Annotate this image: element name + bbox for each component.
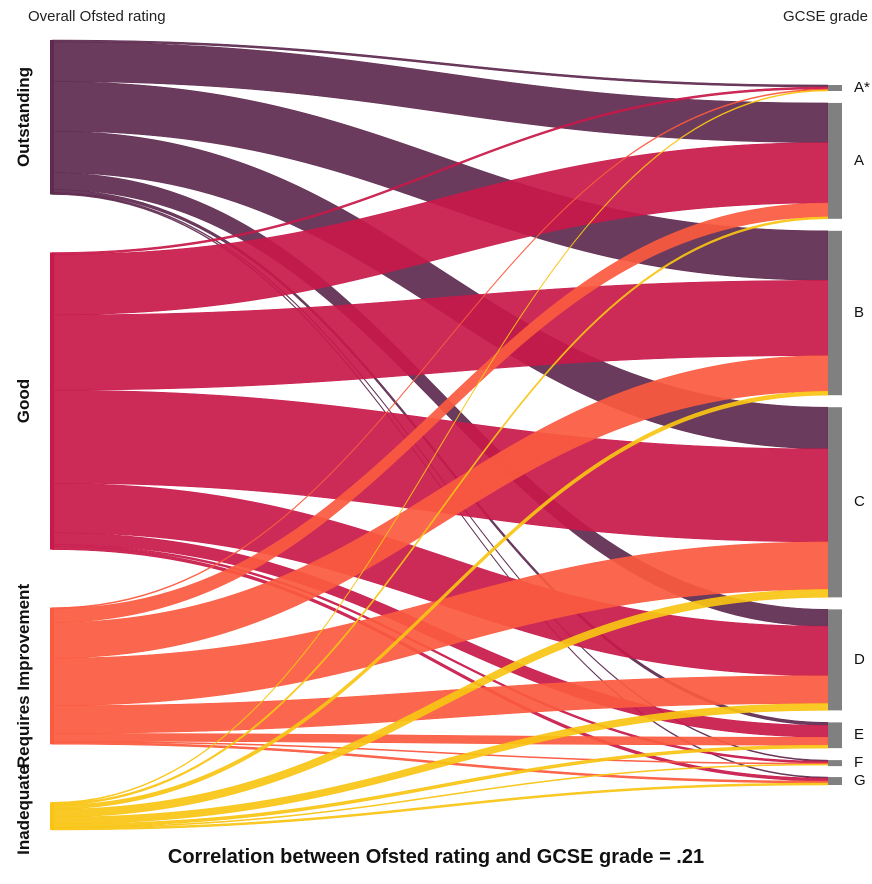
source-heading: Overall Ofsted rating [28,8,166,25]
target-node-d [828,609,842,711]
source-label-good: Good [14,378,33,424]
target-label-d: D [854,650,865,668]
flow-inadequate-to-a [51,216,829,806]
target-label-e: E [854,726,865,744]
source-label-inadequate: Inadequate [14,765,33,855]
source-node-requires-improvement [50,607,54,745]
source-label-requires-improvement: Requires Improvement [14,583,33,769]
source-node-good [50,252,54,550]
source-node-inadequate [50,802,54,830]
target-label-c: C [854,493,865,511]
target-node-c [828,407,842,598]
target-node-astar [828,85,842,91]
target-label-astar: A* [854,79,870,96]
target-label-f: F [854,754,864,772]
target-node-b [828,230,842,396]
target-label-a: A [854,151,865,169]
target-label-b: B [854,304,865,321]
source-label-outstanding: Outstanding [14,67,33,168]
chart-title: Correlation between Ofsted rating and GC… [167,846,705,868]
target-node-g [828,777,842,785]
source-node-outstanding [50,40,54,195]
target-heading: GCSE grade [782,8,868,25]
flows [51,39,829,831]
target-node-a [828,102,842,219]
target-label-g: G [854,772,866,790]
target-node-e [828,722,842,749]
target-node-f [828,760,842,767]
